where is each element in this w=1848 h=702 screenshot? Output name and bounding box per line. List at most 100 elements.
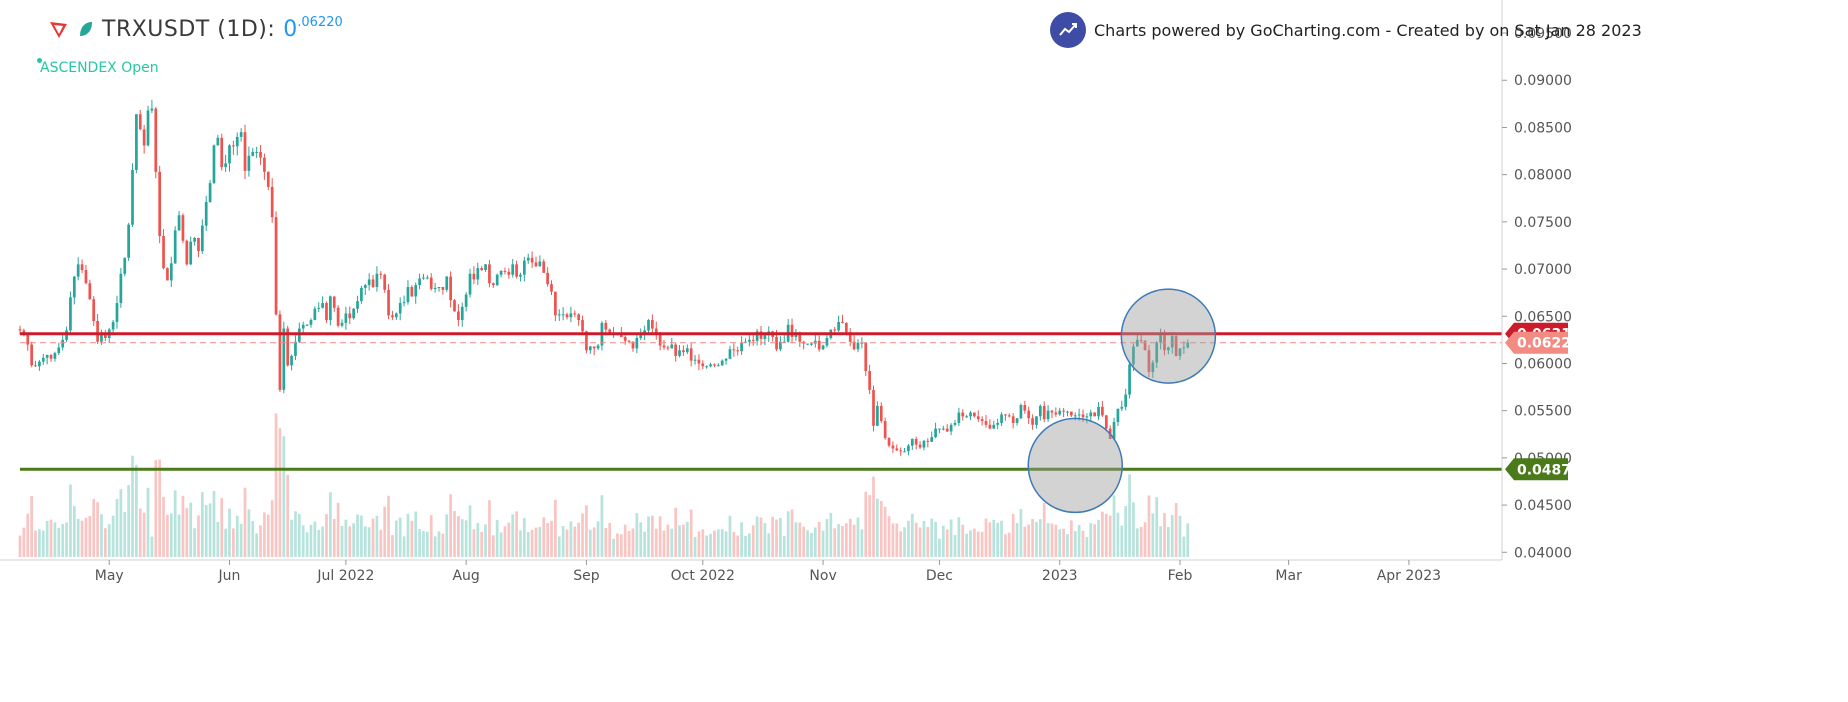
- volume-bar: [1007, 532, 1011, 557]
- volume-bar: [185, 508, 189, 557]
- volume-bar: [794, 522, 798, 557]
- candle-body: [720, 360, 724, 366]
- candle-body: [57, 347, 61, 354]
- candle-body: [748, 339, 751, 342]
- volume-bar: [422, 530, 425, 557]
- exchange-name: ASCENDEX Open: [40, 60, 159, 76]
- candle-body: [868, 371, 871, 390]
- y-tick-label: 0.04000: [1514, 545, 1572, 561]
- candle-body: [1116, 408, 1120, 422]
- candle-body: [825, 337, 829, 346]
- candle-body: [402, 302, 406, 304]
- highlight-circle: [1027, 417, 1123, 514]
- volume-bar: [883, 506, 887, 557]
- candle-body: [1155, 342, 1159, 363]
- candle-body: [1159, 335, 1162, 343]
- volume-bar: [88, 515, 92, 557]
- candle-body: [92, 299, 96, 321]
- volume-bar: [239, 523, 243, 557]
- candle-body: [282, 328, 286, 390]
- volume-bar: [247, 509, 251, 557]
- volume-bar: [1050, 523, 1054, 557]
- highlight-circle: [1120, 288, 1217, 384]
- credit-banner[interactable]: Charts powered by GoCharting.com - Creat…: [1050, 12, 1642, 48]
- candle-body: [728, 349, 732, 359]
- volume-bar: [678, 525, 681, 557]
- volume-bar: [876, 498, 879, 557]
- y-tick-label: 0.04500: [1514, 498, 1572, 514]
- volume-bar: [449, 494, 452, 557]
- volume-bar: [895, 523, 899, 557]
- volume-bar: [433, 536, 437, 557]
- candle-body: [484, 264, 487, 271]
- candle-body: [135, 114, 138, 170]
- horizontal-levels: [20, 332, 1502, 471]
- candle-body: [980, 419, 984, 422]
- volume-bar: [383, 506, 387, 557]
- candle-body: [72, 276, 76, 298]
- volume-bar: [1081, 530, 1085, 557]
- volume-bar: [755, 516, 759, 557]
- candle-body: [162, 236, 165, 269]
- candle-body: [204, 202, 208, 226]
- candle-body: [1077, 414, 1081, 416]
- y-tick-label: 0.06500: [1514, 309, 1572, 325]
- candle-body: [1050, 410, 1054, 413]
- credit-text: Charts powered by GoCharting.com - Creat…: [1094, 20, 1642, 40]
- volume-bar: [45, 520, 49, 557]
- volume-bar: [166, 514, 169, 557]
- x-tick-label: Nov: [809, 568, 836, 584]
- volume-bar: [534, 527, 538, 557]
- volume-bar: [550, 520, 553, 557]
- volume-bar: [154, 459, 158, 557]
- candle-body: [841, 321, 844, 323]
- candle-body: [1132, 346, 1135, 365]
- candle-body: [418, 278, 421, 286]
- support-price-label: 0.04879: [1517, 462, 1581, 478]
- volume-bar: [1089, 523, 1093, 557]
- volume-bar: [833, 528, 837, 557]
- candle-body: [45, 354, 49, 358]
- candle-body: [166, 268, 169, 281]
- candle-body: [674, 344, 678, 356]
- volume-bar: [666, 524, 670, 557]
- volume-bar: [705, 535, 709, 557]
- volume-bar: [635, 513, 639, 557]
- volume-bar: [623, 524, 627, 557]
- volume-bar: [173, 490, 177, 557]
- volume-bar: [1174, 503, 1178, 557]
- candle-body: [1166, 347, 1170, 351]
- volume-bar: [759, 517, 763, 557]
- y-tick-label: 0.09500: [1514, 26, 1572, 42]
- volume-bar: [402, 536, 406, 557]
- price-decimals: .06220: [297, 14, 343, 30]
- candle-body: [662, 345, 666, 348]
- candle-body: [705, 366, 709, 368]
- candle-body: [973, 412, 976, 417]
- candle-body: [1035, 416, 1038, 425]
- volume-bar: [763, 523, 767, 557]
- volume-bar: [996, 522, 1000, 557]
- volume-bar: [340, 525, 344, 557]
- candle-body: [294, 341, 297, 356]
- trending-up-icon: [1050, 12, 1086, 48]
- volume-bar: [1046, 523, 1050, 557]
- volume-bar: [1112, 495, 1116, 557]
- candle-body: [763, 335, 767, 339]
- candle-body: [356, 301, 359, 309]
- volume-bar: [891, 523, 895, 557]
- volume-bar: [903, 527, 906, 557]
- volume-bar: [410, 520, 414, 557]
- volume-bar: [616, 533, 619, 557]
- volume-bar: [1120, 525, 1124, 557]
- current-price-tag: [1505, 331, 1568, 354]
- volume-bar: [914, 522, 918, 557]
- volume-bar: [414, 511, 418, 557]
- volume-bar: [274, 413, 278, 557]
- volume-bar: [957, 517, 961, 557]
- candle-body: [654, 328, 658, 334]
- volume-bar: [736, 535, 740, 557]
- volume-bar: [499, 532, 503, 557]
